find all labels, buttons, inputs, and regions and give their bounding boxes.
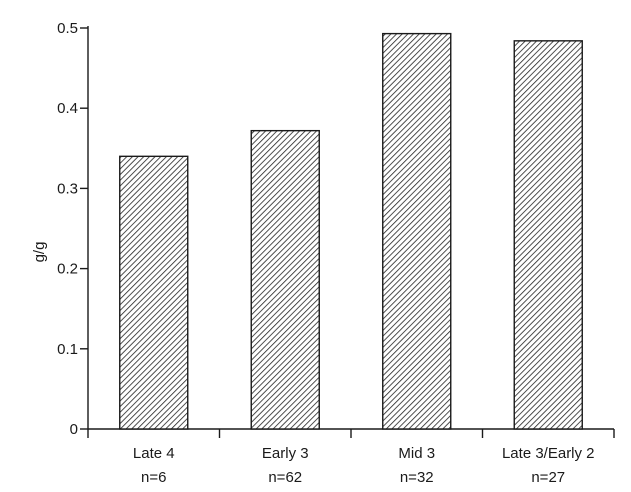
x-sample-size-label: n=6 <box>141 469 166 486</box>
y-tick-label: 0.2 <box>57 261 78 278</box>
bar-early-3 <box>250 129 320 430</box>
y-tick-label: 0.3 <box>57 180 78 197</box>
x-category-label: Late 3/Early 2 <box>502 445 595 462</box>
x-sample-size-label: n=32 <box>400 469 434 486</box>
y-tick-label: 0.5 <box>57 20 78 37</box>
bar-late-4 <box>119 155 189 430</box>
bars <box>119 32 583 430</box>
x-category-label: Mid 3 <box>398 445 435 462</box>
x-sample-size-label: n=62 <box>268 469 302 486</box>
y-axis: 0 0.1 0.2 0.3 0.4 0.5 <box>57 20 89 438</box>
y-tick-label: 0 <box>70 421 78 438</box>
y-tick-label: 0.4 <box>57 100 78 117</box>
x-axis <box>87 428 615 438</box>
x-category-label: Late 4 <box>133 445 175 462</box>
bar-late-3-early-2 <box>513 40 583 430</box>
y-axis-label: g/g <box>31 242 48 263</box>
x-axis-labels: Late 4 n=6 Early 3 n=62 Mid 3 n=32 Late 3/Earl… <box>133 445 595 486</box>
x-sample-size-label: n=27 <box>531 469 565 486</box>
x-category-label: Early 3 <box>262 445 309 462</box>
y-tick-label: 0.1 <box>57 341 78 358</box>
bar-mid-3 <box>382 32 452 430</box>
